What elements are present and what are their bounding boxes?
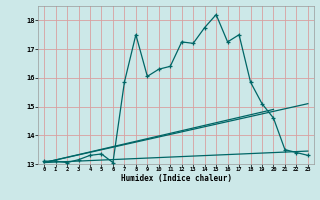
- X-axis label: Humidex (Indice chaleur): Humidex (Indice chaleur): [121, 174, 231, 183]
